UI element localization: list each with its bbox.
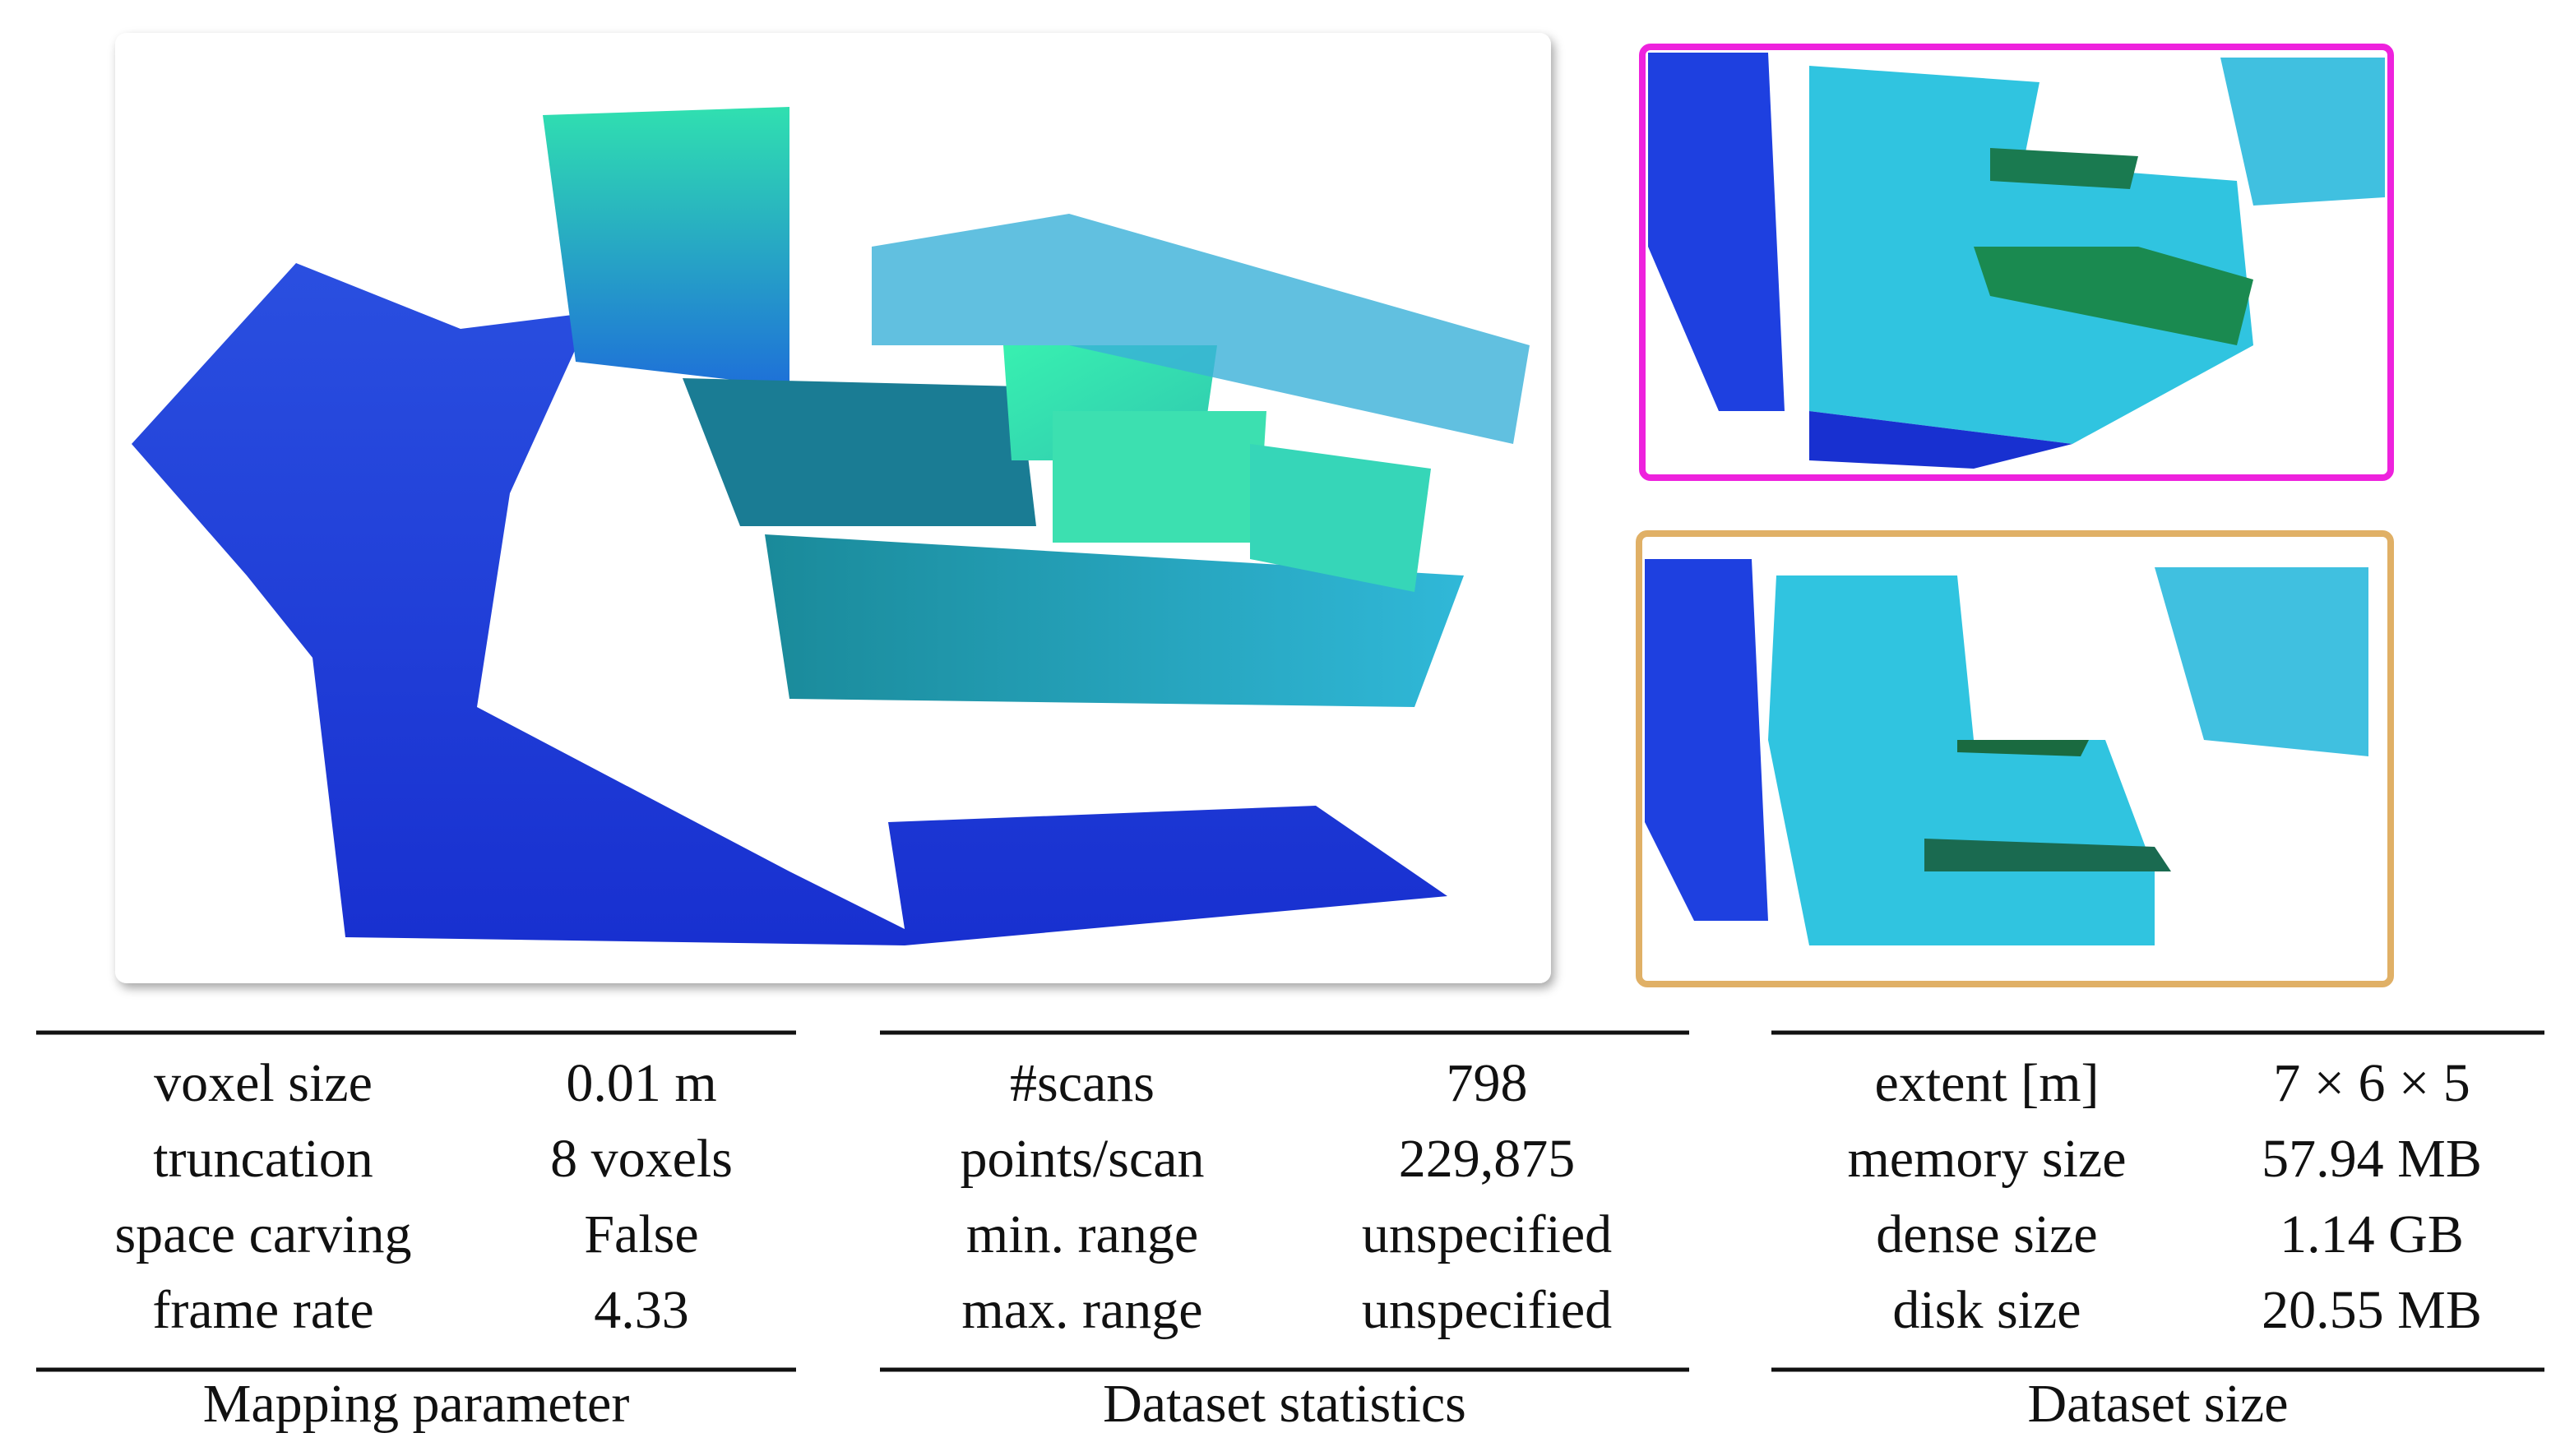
row-label: space carving bbox=[115, 1204, 412, 1264]
floor-scan bbox=[132, 263, 1447, 945]
detail-view-orange bbox=[1636, 530, 2394, 987]
row-value: 57.94 MB bbox=[2262, 1129, 2482, 1189]
shelf-scan bbox=[872, 214, 1530, 444]
desk-scan bbox=[683, 378, 1036, 526]
row-label: truncation bbox=[153, 1129, 373, 1189]
row-value: 229,875 bbox=[1399, 1129, 1576, 1189]
row-value: 4.33 bbox=[594, 1280, 689, 1340]
row-label: points/scan bbox=[961, 1129, 1205, 1189]
detail-view-pink bbox=[1639, 44, 2394, 481]
row-value: 20.55 MB bbox=[2262, 1280, 2482, 1340]
row-value: unspecified bbox=[1362, 1204, 1612, 1264]
row-label: extent [m] bbox=[1874, 1053, 2099, 1113]
row-label: #scans bbox=[1010, 1053, 1155, 1113]
row-value: 0.01 m bbox=[566, 1053, 716, 1113]
table-caption: Dataset statistics bbox=[1103, 1374, 1466, 1434]
table-caption: Dataset size bbox=[2027, 1374, 2288, 1434]
row-value: False bbox=[584, 1204, 698, 1264]
row-label: dense size bbox=[1876, 1204, 2097, 1264]
row-label: min. range bbox=[966, 1204, 1198, 1264]
row-label: max. range bbox=[961, 1280, 1202, 1340]
row-value: 8 voxels bbox=[550, 1129, 733, 1189]
wall-scan bbox=[543, 107, 789, 386]
main-view bbox=[115, 33, 1551, 983]
row-value: 7 × 6 × 5 bbox=[2273, 1053, 2470, 1113]
row-label: frame rate bbox=[152, 1280, 373, 1340]
frame bbox=[1639, 44, 2394, 481]
row-value: 798 bbox=[1447, 1053, 1528, 1113]
table-caption: Mapping parameter bbox=[203, 1374, 630, 1434]
tables: voxel size 0.01 m truncation 8 voxels space … bbox=[36, 1030, 2544, 1434]
row-value: 1.14 GB bbox=[2280, 1204, 2464, 1264]
frame bbox=[1636, 530, 2394, 987]
monitor-scan bbox=[1053, 411, 1266, 543]
monitor-scan bbox=[1250, 444, 1431, 592]
row-label: voxel size bbox=[154, 1053, 373, 1113]
row-value: unspecified bbox=[1362, 1280, 1612, 1340]
row-label: memory size bbox=[1847, 1129, 2126, 1189]
table-scan bbox=[765, 534, 1464, 707]
row-label: disk size bbox=[1892, 1280, 2081, 1340]
